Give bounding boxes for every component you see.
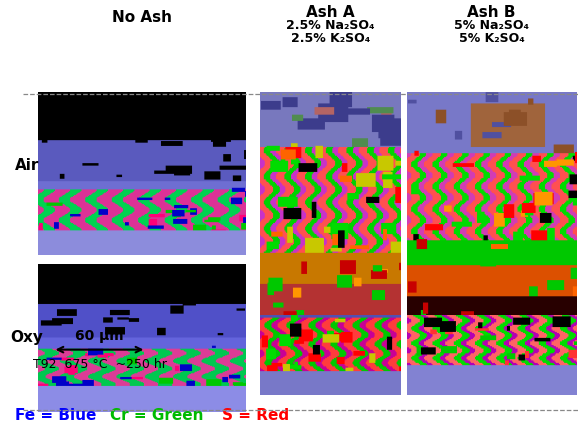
Text: Ash B: Ash B — [467, 5, 515, 20]
Text: Oxy: Oxy — [11, 330, 43, 345]
Text: No Ash: No Ash — [112, 10, 172, 25]
Text: Ash A: Ash A — [306, 5, 355, 20]
Text: 2.5% K₂SO₄: 2.5% K₂SO₄ — [291, 32, 370, 45]
Text: T92  675 °C  ~250 hr: T92 675 °C ~250 hr — [33, 358, 166, 371]
Text: 5% K₂SO₄: 5% K₂SO₄ — [459, 32, 524, 45]
Text: 5% Na₂SO₄: 5% Na₂SO₄ — [454, 19, 529, 32]
Text: Fe = Blue: Fe = Blue — [15, 408, 97, 423]
Text: Air: Air — [15, 158, 39, 173]
Text: Cr = Green: Cr = Green — [110, 408, 204, 423]
Text: 60 μm: 60 μm — [75, 329, 124, 343]
Text: 2.5% Na₂SO₄: 2.5% Na₂SO₄ — [286, 19, 375, 32]
Text: S = Red: S = Red — [222, 408, 289, 423]
